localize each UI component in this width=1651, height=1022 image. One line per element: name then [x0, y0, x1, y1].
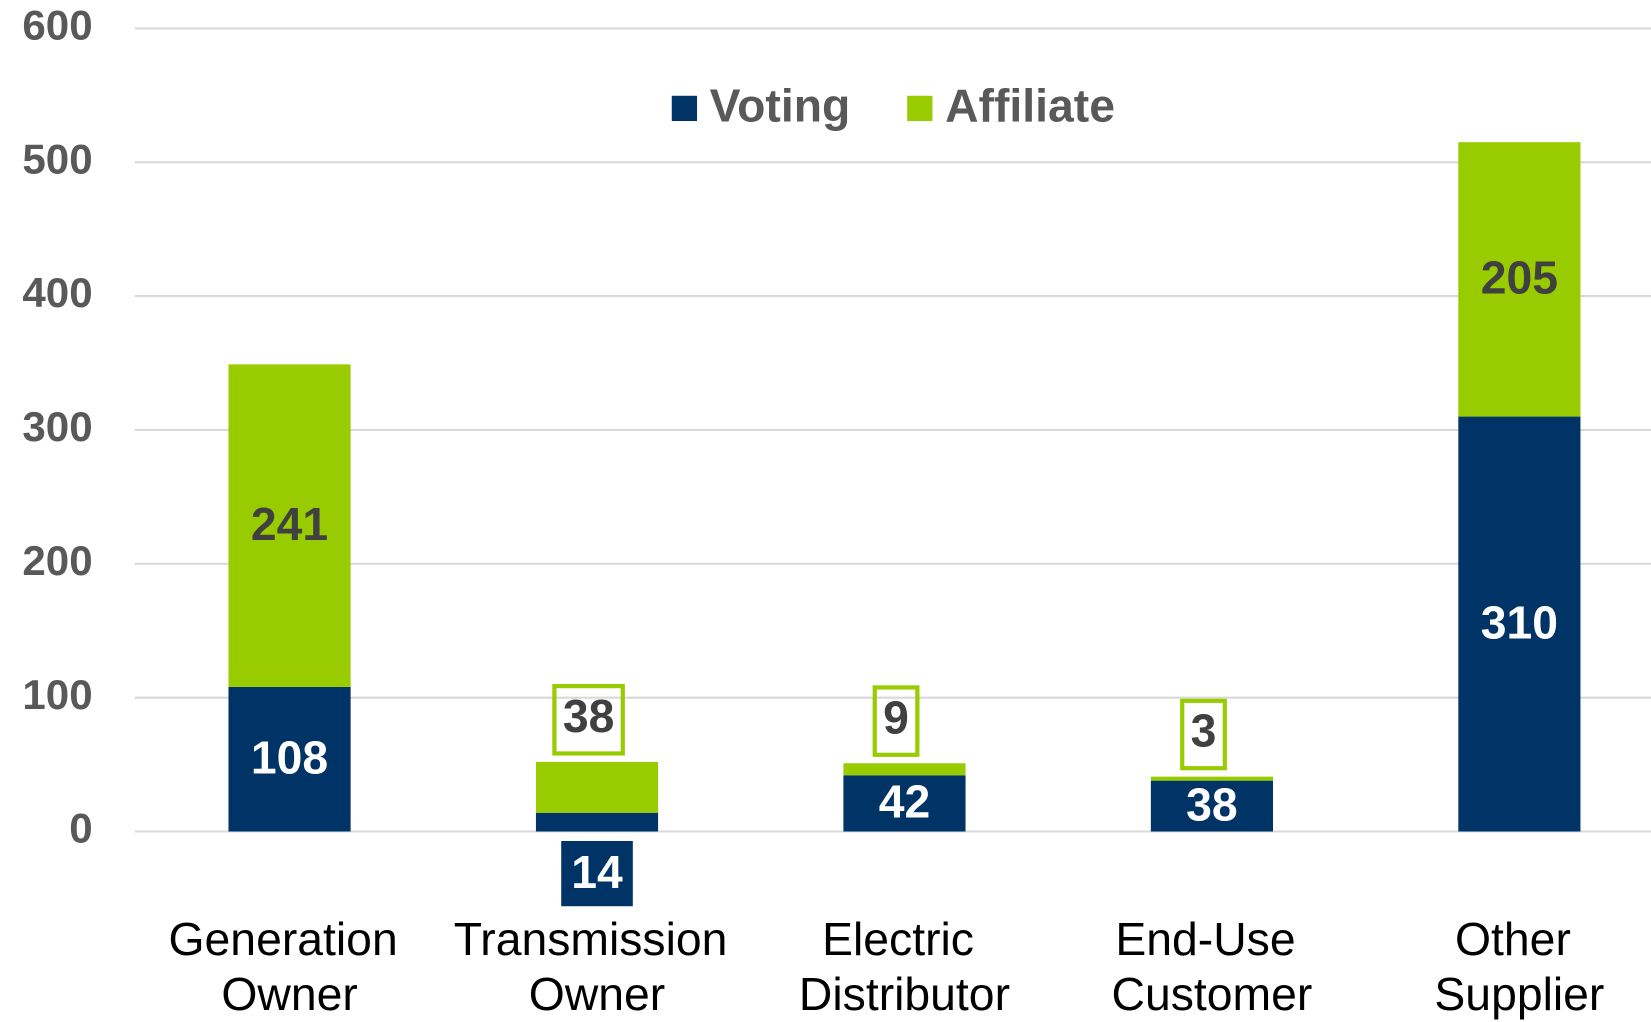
bar-segment: [1458, 142, 1581, 417]
legend-label: Affiliate: [945, 80, 1115, 132]
bar-segment: [535, 812, 659, 832]
y-tick-label: 200: [22, 537, 92, 584]
label-box: [872, 685, 920, 757]
y-tick-label: 600: [22, 2, 92, 49]
bar-segment: [843, 775, 966, 832]
bar-segment: [228, 364, 351, 687]
bar-segment: [228, 686, 351, 832]
y-tick-label: 500: [22, 135, 92, 182]
legend-swatch: [671, 95, 698, 122]
legend-label: Voting: [710, 80, 851, 132]
data-label: 241: [251, 498, 328, 550]
x-tick-label: Other Supplier: [1434, 913, 1604, 1020]
data-label: 108: [251, 732, 328, 784]
y-tick-label: 400: [22, 269, 92, 316]
x-tick-label: Electric Distributor: [799, 913, 1010, 1020]
data-label: 310: [1481, 596, 1558, 648]
label-box: [552, 684, 625, 756]
y-tick-label: 100: [22, 671, 92, 718]
data-label: 3: [1191, 705, 1217, 757]
data-label: 9: [883, 691, 909, 743]
data-label: 38: [1186, 778, 1238, 830]
label-box: [561, 840, 633, 907]
legend-swatch: [907, 95, 933, 122]
x-tick-label: End-Use Customer: [1112, 913, 1313, 1020]
data-label: 38: [563, 690, 615, 742]
data-label: 42: [879, 776, 931, 828]
bar-segment: [1458, 416, 1581, 832]
data-label: 205: [1481, 252, 1558, 304]
bar-segment: [1150, 776, 1273, 781]
y-tick-label: 0: [69, 805, 92, 852]
y-tick-label: 300: [22, 403, 92, 450]
x-tick-label: Generation Owner: [169, 913, 411, 1020]
data-label: 14: [571, 846, 623, 898]
bar-segment: [535, 761, 659, 813]
x-tick-label: Transmission Owner: [454, 913, 741, 1020]
label-box: [1180, 698, 1227, 771]
bar-segment: [843, 763, 966, 776]
bar-segment: [1150, 780, 1273, 832]
